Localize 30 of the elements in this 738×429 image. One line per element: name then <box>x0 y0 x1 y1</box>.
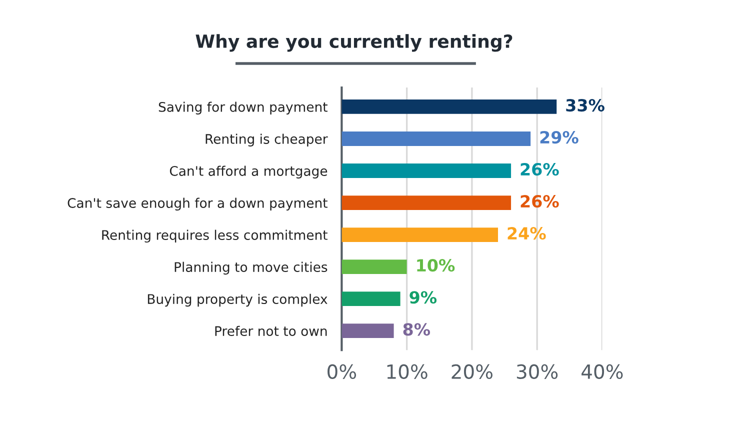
y-tick-label: Planning to move cities <box>174 262 328 275</box>
data-label: 24% <box>508 227 546 240</box>
data-label: 10% <box>417 259 455 272</box>
y-tick-label: Can't save enough for a down payment <box>68 198 328 211</box>
y-tick-label: Buying property is complex <box>148 294 328 307</box>
y-tick-label: Can't afford a mortgage <box>170 166 328 179</box>
x-tick-label: 10% <box>387 364 428 380</box>
data-label: 29% <box>540 130 578 144</box>
bar <box>342 164 512 178</box>
x-tick-label: 30% <box>516 364 558 380</box>
data-label: 26% <box>520 195 559 208</box>
x-tick-label: 0% <box>328 364 356 380</box>
bar <box>342 228 498 242</box>
y-tick-label: Prefer not to own <box>215 326 327 336</box>
y-tick-label: Saving for down payment <box>158 102 328 114</box>
data-label: 8% <box>403 323 430 336</box>
data-label: 26% <box>520 162 559 176</box>
data-label: 9% <box>410 291 437 304</box>
bar <box>342 292 400 306</box>
data-label: 33% <box>566 98 604 112</box>
bar <box>342 260 407 274</box>
bar <box>342 324 394 338</box>
bar <box>342 132 531 146</box>
bar <box>342 100 557 114</box>
x-tick-label: 40% <box>582 364 623 380</box>
x-tick-label: 20% <box>452 364 492 380</box>
y-tick-label: Renting requires less commitment <box>102 230 328 243</box>
chart-title: Why are you currently renting? <box>196 34 512 52</box>
bar <box>342 196 512 210</box>
y-tick-label: Renting is cheaper <box>206 134 328 146</box>
